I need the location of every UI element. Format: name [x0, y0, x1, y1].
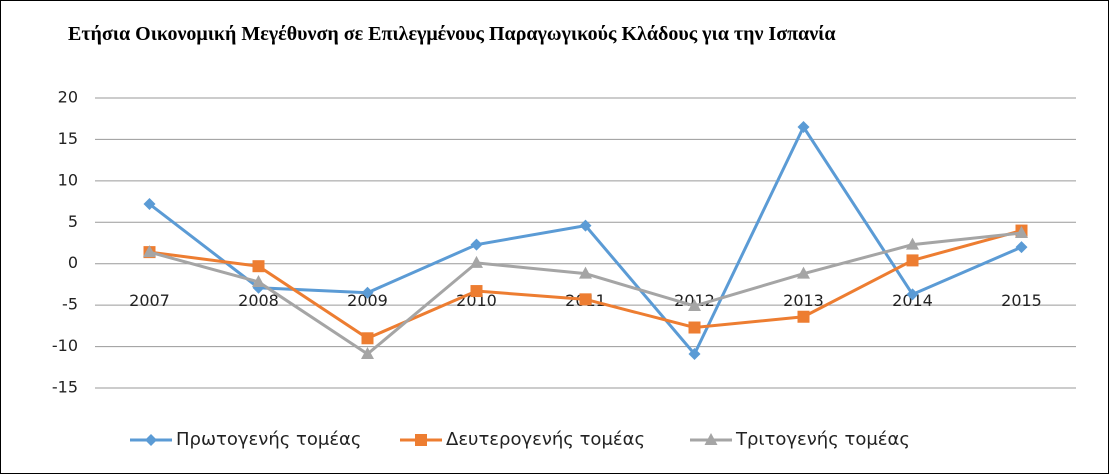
x-tick-label: 2013	[783, 291, 824, 310]
marker	[361, 286, 374, 299]
marker	[1015, 226, 1028, 239]
marker	[145, 434, 157, 446]
marker	[252, 260, 265, 273]
marker	[361, 332, 374, 345]
y-tick-label: 15	[58, 129, 78, 148]
marker	[797, 121, 810, 133]
marker	[470, 255, 483, 268]
marker	[688, 321, 701, 334]
marker	[579, 293, 592, 306]
legend-label: Τριτογενής τομέας	[735, 429, 910, 450]
marker	[252, 274, 265, 287]
marker	[415, 434, 427, 446]
marker	[688, 348, 701, 361]
marker	[1015, 241, 1028, 254]
x-tick-label: 2008	[238, 291, 279, 310]
marker	[470, 238, 483, 251]
marker	[797, 266, 810, 279]
marker	[906, 237, 919, 250]
marker	[143, 198, 156, 211]
x-tick-label: 2007	[129, 291, 170, 310]
chart-title: Ετήσια Οικονομική Μεγέθυνση σε Επιλεγμέν…	[68, 23, 836, 45]
y-tick-label: -5	[62, 295, 78, 314]
x-tick-label: 2014	[892, 291, 933, 310]
x-tick-label: 2009	[347, 291, 388, 310]
legend-label: Δευτερογενής τομέας	[446, 429, 645, 450]
series-line	[148, 123, 1023, 357]
y-tick-label: 5	[68, 212, 78, 231]
y-tick-label: 20	[58, 88, 78, 107]
marker	[579, 266, 592, 279]
y-tick-label: 10	[58, 170, 78, 189]
marker	[704, 433, 718, 445]
series-line	[149, 229, 1022, 340]
marker	[361, 347, 374, 360]
legend-label: Πρωτογενής τομέας	[176, 429, 361, 450]
marker	[579, 219, 592, 232]
marker	[470, 285, 483, 298]
y-tick-label: -15	[52, 378, 78, 397]
x-tick-label: 2015	[1001, 291, 1042, 310]
y-tick-label: 0	[68, 253, 78, 272]
marker	[143, 245, 156, 258]
marker	[906, 254, 919, 267]
marker	[906, 288, 919, 301]
marker	[797, 310, 810, 323]
y-tick-label: -10	[52, 336, 78, 355]
marker	[688, 298, 701, 311]
